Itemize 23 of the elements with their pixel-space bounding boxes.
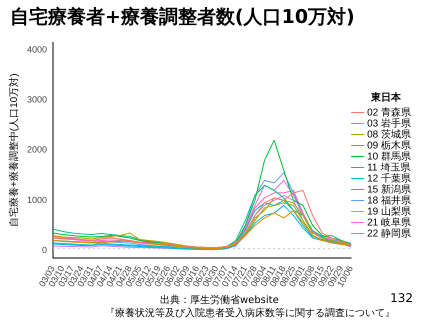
legend-label: 21 岐阜県 xyxy=(367,216,412,228)
y-tick-label: 1000 xyxy=(26,194,48,205)
legend-label: 15 新潟県 xyxy=(367,183,412,196)
legend-label: 02 青森県 xyxy=(367,106,412,118)
legend-label: 10 群馬県 xyxy=(367,150,412,162)
legend-label: 22 静岡県 xyxy=(367,227,412,240)
y-tick-label: 2000 xyxy=(26,144,48,155)
legend-label: 19 山梨県 xyxy=(367,205,412,218)
y-tick-label: 3000 xyxy=(26,94,48,105)
legend-title: 東日本 xyxy=(370,91,402,104)
legend-label: 09 栃木県 xyxy=(367,139,412,152)
y-tick-label: 0 xyxy=(42,245,48,256)
legend-label: 03 岩手県 xyxy=(367,117,412,130)
legend-label: 18 福井県 xyxy=(367,194,412,206)
text: 132 xyxy=(390,291,413,305)
legend-label: 12 千葉県 xyxy=(367,172,412,184)
source-note: 出典：厚生労働省website xyxy=(160,294,279,307)
y-tick-label: 4000 xyxy=(26,44,48,54)
text: 『療養状況等及び入院患者受入病床数等に関する調査について』 xyxy=(105,306,395,320)
legend-label: 08 茨城県 xyxy=(367,128,412,140)
chart-title: 自宅療養者+療養調整者数(人口10万対) xyxy=(10,5,355,30)
legend-label: 11 埼玉県 xyxy=(367,161,410,174)
y-axis-title: 自宅療養+療養調整中(人口10万対) xyxy=(8,73,20,228)
